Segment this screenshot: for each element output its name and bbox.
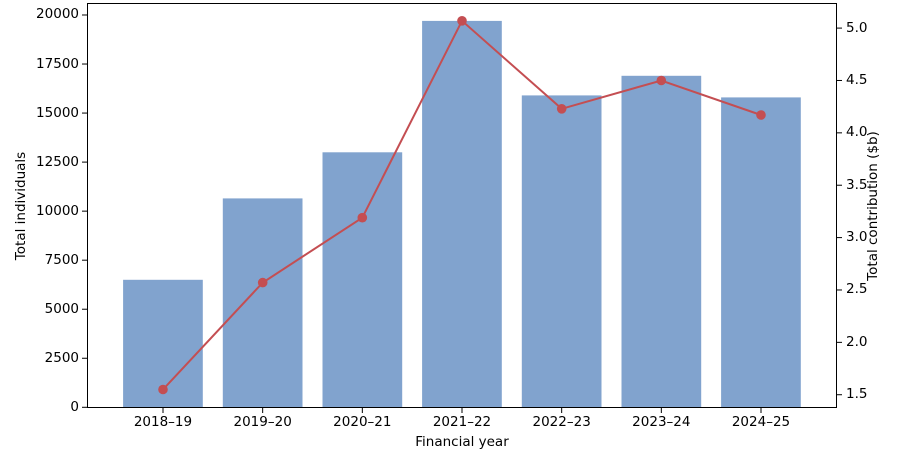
x-tick-label: 2021–22 — [432, 414, 492, 430]
x-tick-label: 2020–21 — [333, 414, 392, 430]
right-axis-title: Total contribution ($b) — [865, 131, 881, 281]
bar-2021–22 — [422, 20, 502, 408]
left-tick-label: 15000 — [36, 104, 79, 121]
line-marker-2021–22 — [457, 15, 467, 26]
x-tick-label: 2024–25 — [731, 414, 791, 430]
bar-2020–21 — [322, 152, 403, 408]
line-marker-2020–21 — [357, 212, 368, 223]
x-tick-label: 2019–20 — [233, 414, 292, 430]
right-tick-label: 4.5 — [846, 71, 868, 88]
left-tick-label: 0 — [70, 398, 79, 415]
left-tick-label: 20000 — [36, 6, 79, 23]
right-tick-label: 2.5 — [846, 281, 868, 298]
left-tick-label: 12500 — [36, 153, 79, 170]
right-tick-label: 1.5 — [846, 386, 868, 403]
right-tick-label: 3.0 — [846, 229, 868, 246]
x-tick-label: 2018–19 — [133, 414, 193, 430]
right-tick-label: 4.0 — [846, 124, 868, 141]
x-tick-label: 2023–24 — [632, 414, 691, 430]
left-tick-label: 5000 — [44, 300, 79, 317]
bar-2023–24 — [621, 75, 702, 408]
right-tick-label: 5.0 — [846, 19, 868, 36]
right-tick-label: 2.0 — [846, 333, 868, 350]
left-tick-label: 7500 — [44, 251, 79, 268]
left-axis-title: Total individuals — [13, 151, 29, 261]
bar-2022–23 — [521, 95, 602, 408]
line-marker-2018–19 — [158, 384, 168, 395]
left-tick-label: 2500 — [44, 349, 79, 366]
line-marker-2024–25 — [756, 110, 766, 120]
line-marker-2022–23 — [556, 104, 567, 114]
right-tick-label: 3.5 — [846, 176, 868, 193]
left-tick-label: 10000 — [36, 202, 79, 219]
x-axis-title: Financial year — [415, 434, 509, 450]
x-tick-label: 2022–23 — [532, 414, 591, 430]
bar-2019–20 — [222, 198, 303, 408]
line-marker-2019–20 — [257, 277, 268, 288]
bar-2024–25 — [721, 97, 801, 408]
line-marker-2023–24 — [656, 75, 667, 86]
left-tick-label: 17500 — [36, 55, 79, 72]
